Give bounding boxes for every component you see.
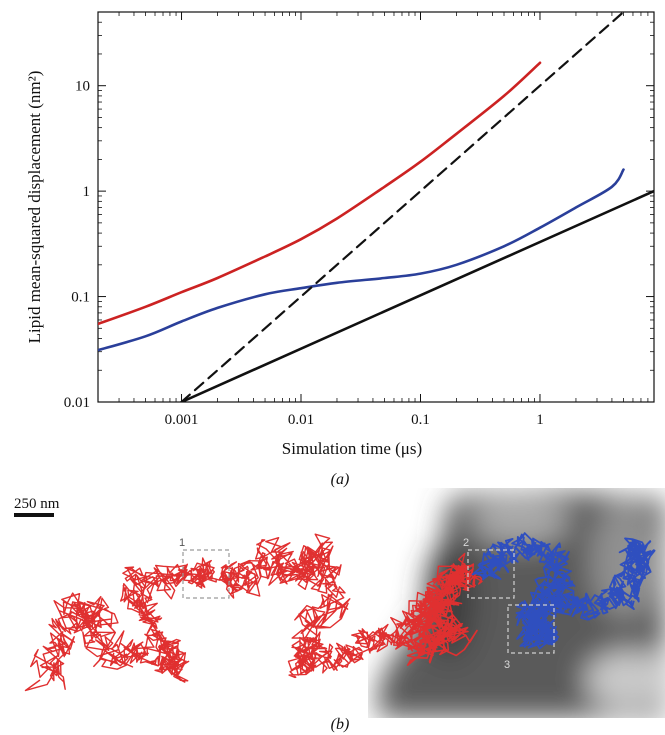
y-tick-label: 0.01 [64,395,90,411]
y-axis-title: Lipid mean-squared displacement (nm²) [25,71,44,344]
selection-box-2 [467,549,515,599]
microscopy-background [377,491,665,718]
series-line-3 [180,189,654,402]
selection-box-1 [182,549,230,599]
series-layer [98,12,654,402]
blue-trajectory [471,532,656,650]
x-axis-title: Simulation time (μs) [282,439,422,458]
y-tick-label: 10 [75,79,90,95]
selection-box-3 [507,604,555,654]
y-axis-ticks: 0.01 0.1 1 10 [64,21,654,411]
series-line-1 [98,168,625,352]
series-line-2 [180,12,625,402]
plot-frame [97,11,655,403]
red-walk-cluster [395,586,478,666]
scale-bar [14,513,54,517]
blue-walk-path [471,532,656,650]
panel-b-label: (b) [331,716,350,733]
x-tick-label: 0.1 [411,412,430,428]
x-tick-label: 1 [536,412,544,428]
red-walk-path [24,533,483,692]
panel-a-label: (a) [331,471,350,488]
x-tick-label: 0.01 [288,412,314,428]
box-2-label: 2 [463,537,469,549]
msd-chart: 0.001 0.01 0.1 1 0.01 0.1 1 10 Simulation time… [25,11,655,488]
y-tick-label: 0.1 [71,290,90,306]
box-3-label: 3 [504,659,510,671]
box-1-label: 1 [179,537,185,549]
x-tick-label: 0.001 [165,412,199,428]
y-tick-label: 1 [83,184,91,200]
series-line-0 [98,61,542,326]
x-axis-ticks: 0.001 0.01 0.1 1 [118,12,649,428]
trajectory-panel: 250 nm 1 2 3 (b) [14,491,665,733]
red-trajectory [24,533,483,692]
scale-bar-label: 250 nm [14,496,60,512]
